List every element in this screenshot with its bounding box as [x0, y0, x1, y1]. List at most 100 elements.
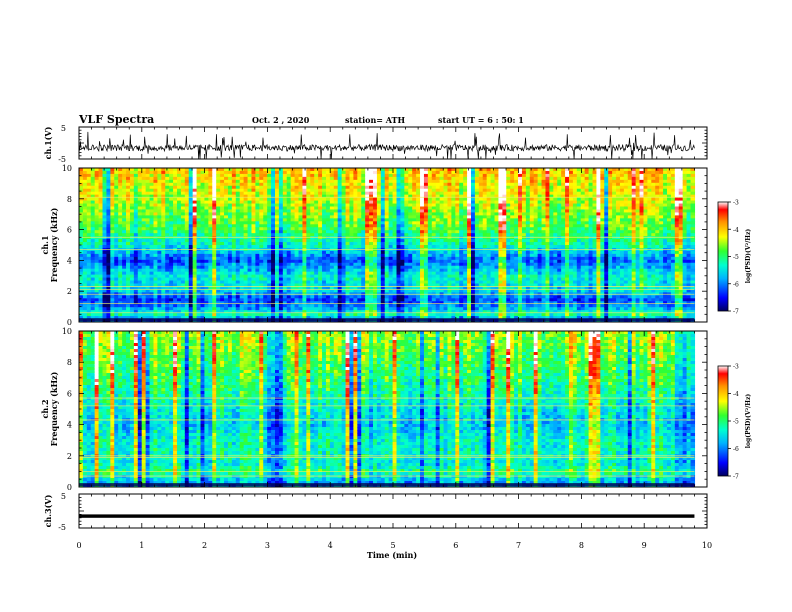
ch1-spec-cell — [255, 224, 260, 228]
ch1-spec-cell — [420, 200, 425, 205]
ch1-spec-cell — [227, 215, 233, 219]
ch1-spec-cell — [333, 188, 339, 193]
ch1-spec-cell — [208, 218, 213, 222]
ch1-spec-cell — [86, 203, 92, 208]
ch1-spec-cell — [267, 280, 272, 285]
ch1-spec-cell — [345, 221, 351, 225]
ch1-spec-cell — [294, 286, 300, 291]
ch1-spec-cell — [345, 298, 351, 302]
ch1-spec-cell — [380, 221, 386, 225]
ch1-spec-cell — [231, 227, 237, 231]
ch1-spec-cell — [412, 286, 417, 291]
ch1-spec-cell — [380, 191, 386, 196]
ch1-spec-cell — [416, 259, 421, 264]
ch1-spec-cell — [345, 307, 351, 311]
ch1-spec-cell — [294, 215, 300, 219]
ch1-spec-cell — [224, 197, 229, 202]
ch1-spec-cell — [141, 242, 147, 246]
ch1-spec-cell — [373, 218, 378, 222]
ch1-spec-cell — [161, 280, 166, 285]
ch1-spec-cell — [314, 250, 319, 255]
ch1-spec-cell — [282, 209, 288, 214]
ch1-spec-cell — [263, 212, 268, 216]
ch1-spec-cell — [259, 242, 264, 246]
ch1-spec-cell — [373, 206, 378, 211]
ch1-spec-cell — [239, 310, 245, 314]
ch1-spec-cell — [349, 168, 354, 172]
ch1-spec-cell — [200, 200, 206, 205]
ch1-spec-cell — [98, 209, 104, 214]
ch1-spec-cell — [204, 304, 209, 308]
ch1-spec-cell — [384, 245, 390, 249]
ch1-spec-cell — [404, 265, 409, 270]
ch1-spec-cell — [365, 286, 370, 291]
ch1-spec-cell — [302, 206, 307, 211]
ch1-spec-cell — [129, 277, 135, 282]
ch1-spec-cell — [306, 239, 311, 243]
ch1-spec-cell — [384, 209, 390, 214]
ch1-spec-cell — [267, 168, 272, 172]
ch1-spec-cell — [361, 212, 366, 216]
ch1-spec-cell — [325, 289, 331, 293]
ch1-spec-cell — [384, 283, 390, 288]
ch1-spec-cell — [431, 218, 437, 222]
ch1-spec-cell — [188, 176, 194, 181]
ch1-spec-cell — [243, 298, 249, 302]
ch1-spec-cell — [373, 182, 378, 187]
ch1-spec-cell — [157, 176, 162, 181]
ch1-spec-cell — [212, 245, 217, 249]
ch1-spec-cell — [443, 227, 449, 231]
ch1-spec-cell — [82, 277, 88, 282]
ch1-spec-cell — [94, 239, 100, 243]
ch1-spec-cell — [180, 245, 186, 249]
ch1-spec-cell — [416, 224, 421, 228]
ch1-spec-cell — [118, 185, 123, 190]
ch1-spec-cell — [373, 280, 378, 285]
ch1-spec-cell — [384, 253, 390, 258]
ch1-spec-cell — [161, 259, 166, 264]
ch1-spec-cell — [439, 304, 445, 308]
ch1-spec-cell — [353, 209, 358, 214]
ch1-spec-cell — [361, 233, 366, 237]
ch1-spec-cell — [435, 168, 441, 172]
ch1-spec-cell — [392, 215, 398, 219]
ch1-spec-cell — [310, 194, 315, 199]
ch1-spec-cell — [243, 262, 249, 267]
ch1-spec-cell — [180, 250, 186, 255]
ch1-spec-cell — [94, 268, 100, 273]
ch1-spec-cell — [184, 233, 190, 237]
ch1-spec-cell — [157, 168, 162, 172]
ch1-spec-cell — [114, 221, 119, 225]
ch1-spec-cell — [431, 307, 437, 311]
ch1-spec-cell — [173, 200, 178, 205]
ch1-spec-cell — [380, 250, 386, 255]
ch1-spec-cell — [196, 206, 202, 211]
ch1-spec-cell — [239, 253, 245, 258]
ch1-spec-cell — [392, 191, 398, 196]
ch1-spec-cell — [427, 239, 433, 243]
ch1-spec-cell — [388, 242, 394, 246]
ch1-spec-cell — [298, 209, 304, 214]
ch1-spec-cell — [388, 286, 394, 291]
ch1-spec-cell — [259, 182, 264, 187]
ch1-spec-cell — [82, 194, 88, 199]
ch1-spec-cell — [373, 239, 378, 243]
ch1-spec-cell — [439, 230, 445, 234]
ch1-spec-cell — [396, 206, 402, 211]
ch1-spec-cell — [220, 316, 225, 320]
ch1-spec-cell — [177, 307, 182, 311]
ch1-spec-cell — [388, 188, 394, 193]
ch1-spec-cell — [86, 221, 92, 225]
ch1-spec-cell — [341, 182, 347, 187]
ch1-spec-cell — [149, 307, 155, 311]
ch1-spec-cell — [341, 200, 347, 205]
ch1-spec-cell — [404, 274, 409, 279]
ch1-spec-cell — [129, 206, 135, 211]
ch1-spec-cell — [196, 168, 202, 172]
ch1-spec-cell — [376, 170, 382, 175]
ch1-spec-cell — [275, 245, 280, 249]
ch1-spec-cell — [314, 239, 319, 243]
ch1-spec-cell — [416, 310, 421, 314]
ch1-spec-cell — [204, 221, 209, 225]
ch1-spec-cell — [361, 256, 366, 261]
